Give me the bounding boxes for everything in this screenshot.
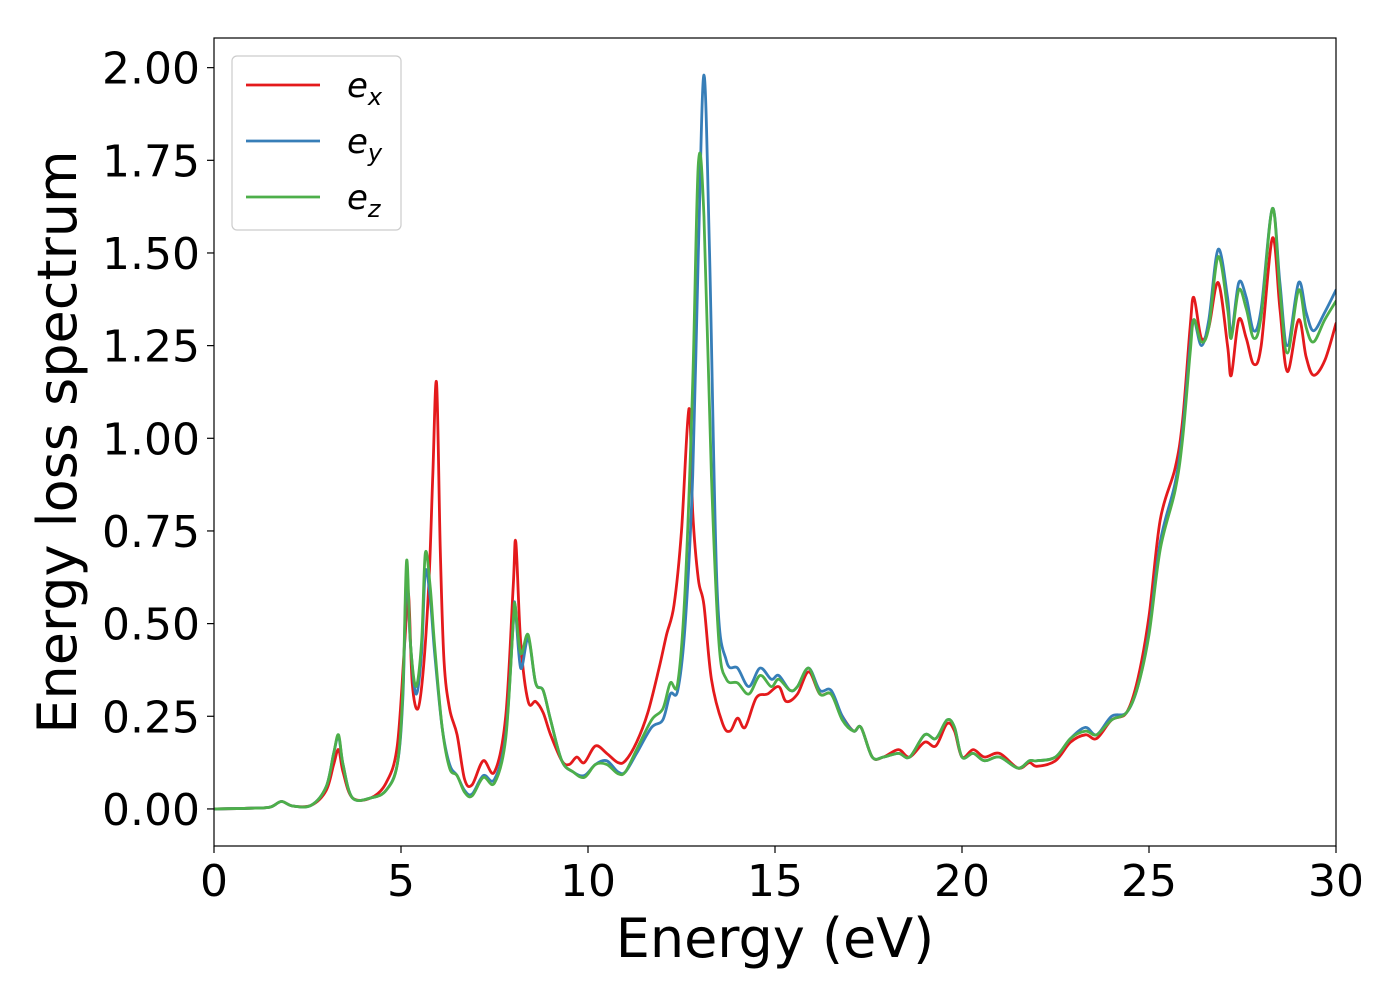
x-tick-label: 5	[387, 856, 415, 907]
y-tick-label: 1.00	[102, 414, 200, 465]
x-tick-label: 20	[934, 856, 990, 907]
x-axis-title: Energy (eV)	[616, 907, 935, 970]
y-tick-label: 0.00	[102, 785, 200, 836]
y-tick-label: 1.50	[102, 229, 200, 280]
y-tick-label: 0.50	[102, 600, 200, 651]
y-axis-ticks: 0.00 0.25 0.50 0.75 1.00 1.25 1.50 1.75 2.00	[102, 44, 214, 836]
legend-label-e-x: ex	[347, 66, 383, 111]
series-layer	[214, 73, 1336, 811]
y-tick-label: 2.00	[102, 44, 200, 95]
legend-label-e-y: ey	[347, 122, 383, 167]
y-tick-label: 1.25	[102, 322, 200, 373]
y-tick-label: 0.75	[102, 507, 200, 558]
y-tick-label: 0.25	[102, 692, 200, 743]
series-line-e-z	[214, 151, 1336, 811]
x-tick-label: 10	[560, 856, 616, 907]
y-axis-title: Energy loss spectrum	[26, 150, 89, 733]
legend-label-e-z: ez	[347, 178, 382, 223]
legend: ex ey ez	[231, 55, 402, 231]
x-axis-ticks: 0 5 10 15 20 25 30	[200, 846, 1364, 907]
legend-box	[231, 55, 402, 231]
x-tick-label: 15	[747, 856, 803, 907]
x-tick-label: 25	[1121, 856, 1177, 907]
x-tick-label: 30	[1308, 856, 1364, 907]
x-tick-label: 0	[200, 856, 228, 907]
y-tick-label: 1.75	[102, 136, 200, 187]
